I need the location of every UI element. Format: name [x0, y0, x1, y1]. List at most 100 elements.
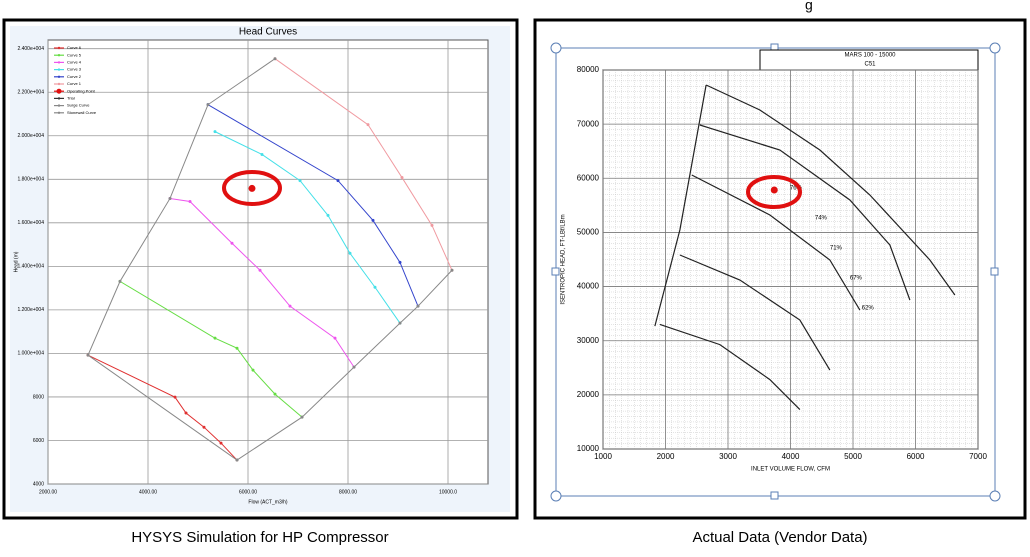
selection-handles	[550, 42, 1001, 502]
data-point	[416, 304, 420, 308]
legend-marker	[57, 97, 61, 100]
data-point	[770, 186, 778, 194]
y-tick-label: 2.200e+004	[17, 90, 44, 96]
caption: Actual Data (Vendor Data)	[692, 529, 867, 546]
legend-label: Stonewall Curve	[67, 110, 97, 115]
legend-marker	[57, 68, 61, 71]
series-line	[691, 174, 861, 311]
x-axis-label: Flow (ACT_m3/h)	[248, 499, 288, 505]
legend-marker	[56, 88, 62, 94]
y-tick-label: 50000	[577, 228, 600, 237]
data-point	[398, 321, 402, 325]
data-point	[333, 336, 337, 340]
y-tick-label: 1.800e+004	[17, 177, 44, 183]
data-point	[352, 365, 356, 369]
y-tick-label: 20000	[577, 390, 600, 399]
series-line	[699, 124, 911, 301]
x-tick-label: 7000	[969, 452, 987, 461]
y-tick-label: 30000	[577, 336, 600, 345]
data-point	[273, 392, 277, 396]
legend-marker	[57, 46, 61, 50]
data-point	[430, 223, 434, 227]
data-point	[373, 285, 377, 289]
legend-label: Curve 6	[67, 45, 82, 50]
y-axis-label: ISENTROPIC HEAD, FT-LBf/LBm	[561, 214, 567, 304]
y-tick-label: 2.000e+004	[17, 133, 44, 139]
data-point	[168, 196, 172, 200]
x-tick-label: 2000.00	[39, 489, 57, 495]
x-axis-label: INLET VOLUME FLOW, CFM	[751, 467, 830, 473]
data-point	[336, 179, 340, 183]
y-axis-label: Head (m)	[13, 251, 19, 272]
data-point	[326, 213, 330, 217]
series-line	[705, 84, 956, 296]
data-point	[118, 279, 122, 283]
data-point	[206, 103, 210, 107]
y-tick-label: 4000	[33, 481, 44, 487]
legend-label: Curve 5	[67, 52, 82, 57]
legend-marker	[57, 111, 61, 115]
legend-label: Operating Point	[67, 88, 96, 93]
series-line	[119, 280, 303, 418]
data-point	[450, 268, 454, 272]
chart-title: Head Curves	[239, 27, 297, 38]
data-point	[398, 260, 402, 264]
series-line	[659, 323, 801, 411]
legend-label: Surge Curve	[67, 103, 90, 108]
annotation: 67%	[850, 276, 863, 282]
data-point	[400, 176, 404, 180]
series-line	[236, 269, 453, 461]
data-point	[258, 268, 262, 272]
data-point	[86, 353, 90, 357]
data-point	[300, 415, 304, 419]
y-tick-label: 40000	[577, 282, 600, 291]
data-point	[298, 179, 302, 183]
series-line	[87, 354, 238, 461]
series-line	[654, 84, 707, 327]
chart-title: MARS 100 - 15000	[844, 53, 896, 59]
data-point	[230, 241, 234, 245]
data-point	[288, 304, 292, 308]
y-tick-label: 70000	[577, 119, 600, 128]
caption: HYSYS Simulation for HP Compressor	[131, 529, 388, 546]
highlight	[222, 170, 282, 206]
data-point	[348, 251, 352, 255]
data-point	[213, 336, 217, 340]
x-tick-label: 4000	[782, 452, 800, 461]
legend-marker	[57, 61, 61, 64]
cut-title: g	[805, 0, 813, 13]
charts: 2000.00 4000.00 6000.00 8000.00 10000.0 4000 6…	[13, 27, 987, 506]
annotation: 62%	[862, 306, 875, 312]
data-point	[235, 346, 239, 350]
x-tick-label: 8000.00	[339, 489, 357, 495]
x-tick-label: 6000.00	[239, 489, 257, 495]
x-tick-label: 10000.0	[439, 489, 457, 495]
y-tick-label: 2.400e+004	[17, 46, 44, 52]
y-tick-label: 1.400e+004	[17, 264, 44, 270]
x-tick-label: 6000	[907, 452, 925, 461]
legend-label: Curve 2	[67, 74, 82, 79]
legend-label: Curve 4	[67, 59, 82, 64]
annotation: 74%	[815, 216, 828, 222]
y-tick-label: 1.200e+004	[17, 307, 44, 313]
x-tick-label: 2000	[657, 452, 675, 461]
data-point	[371, 218, 375, 222]
y-tick-label: 1.000e+004	[17, 351, 44, 357]
annotation: 76%	[790, 186, 803, 192]
data-point	[235, 458, 239, 462]
legend-label: Trial	[67, 95, 75, 100]
x-tick-label: 4000.00	[139, 489, 157, 495]
data-point	[173, 395, 177, 399]
x-tick-label: 3000	[719, 452, 737, 461]
left-plot	[47, 39, 489, 485]
y-tick-label: 10000	[577, 444, 600, 453]
legend-marker	[57, 82, 61, 86]
data-point	[184, 411, 188, 415]
data-point	[251, 368, 255, 372]
highlight	[746, 175, 802, 209]
data-point	[213, 130, 217, 134]
series-line	[679, 254, 831, 371]
x-tick-label: 5000	[844, 452, 862, 461]
legend-marker	[57, 54, 61, 57]
